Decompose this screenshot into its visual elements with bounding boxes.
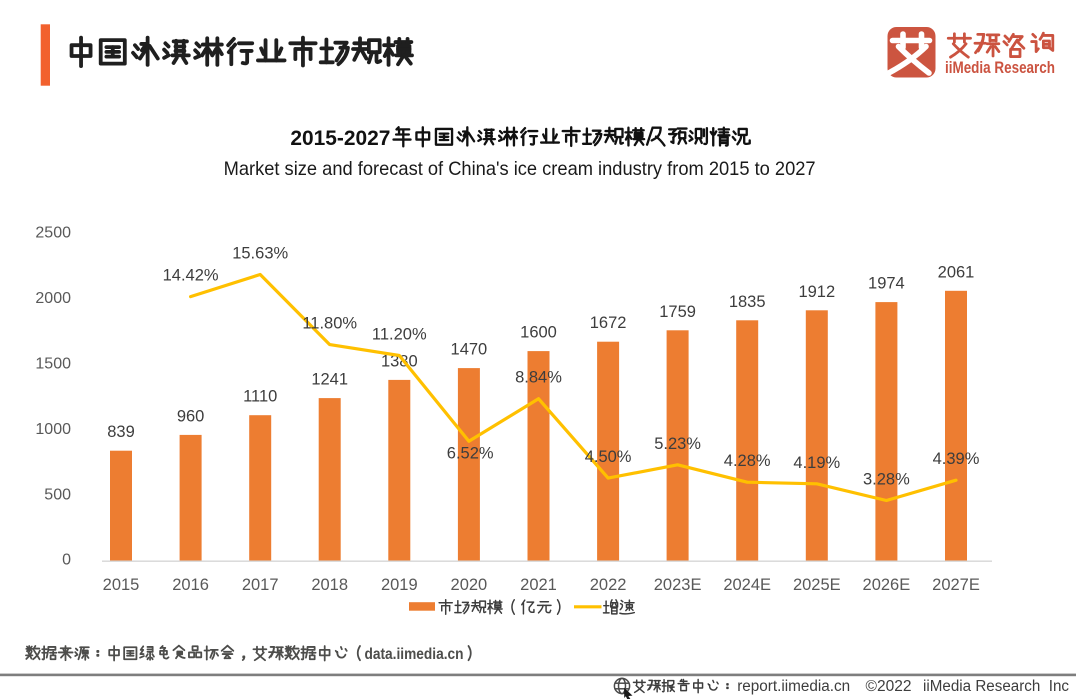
svg-text:2000: 2000 <box>35 290 71 307</box>
svg-text:4.28%: 4.28% <box>724 452 771 470</box>
svg-text:1110: 1110 <box>243 388 277 406</box>
svg-text:1000: 1000 <box>35 421 71 438</box>
svg-text:1600: 1600 <box>520 324 557 342</box>
svg-text:report.iimedia.cn: report.iimedia.cn <box>737 678 850 695</box>
svg-text:2500: 2500 <box>35 225 71 242</box>
svg-text:data.iimedia.cn: data.iimedia.cn <box>365 646 464 663</box>
svg-text:1974: 1974 <box>868 275 905 293</box>
svg-text:1759: 1759 <box>659 303 696 321</box>
svg-text:2027E: 2027E <box>932 576 980 594</box>
svg-text:1672: 1672 <box>590 314 627 332</box>
svg-text:©2022: ©2022 <box>866 678 912 695</box>
svg-text:839: 839 <box>107 423 135 441</box>
svg-text:1500: 1500 <box>35 355 71 372</box>
svg-text:2024E: 2024E <box>723 576 771 594</box>
svg-text:2016: 2016 <box>172 576 209 594</box>
svg-text:2020: 2020 <box>451 576 488 594</box>
svg-text:4.50%: 4.50% <box>585 448 632 466</box>
svg-text:2017: 2017 <box>242 576 279 594</box>
svg-text:14.42%: 14.42% <box>163 267 219 285</box>
svg-text:11.80%: 11.80% <box>302 315 357 333</box>
svg-text:2021: 2021 <box>520 576 557 594</box>
svg-text:1912: 1912 <box>798 283 835 301</box>
svg-text:iiMedia Research Inc: iiMedia Research Inc <box>923 678 1069 695</box>
svg-text:2015: 2015 <box>103 576 140 594</box>
svg-text:6.52%: 6.52% <box>447 445 494 463</box>
svg-text:2025E: 2025E <box>793 576 841 594</box>
svg-text:5.23%: 5.23% <box>654 435 701 453</box>
svg-text:iiMedia Research: iiMedia Research <box>945 59 1055 77</box>
svg-text:15.63%: 15.63% <box>232 245 288 263</box>
svg-text:1470: 1470 <box>451 341 488 359</box>
svg-text:2023E: 2023E <box>654 576 702 594</box>
svg-text:0: 0 <box>62 552 71 569</box>
svg-text:2022: 2022 <box>590 576 627 594</box>
svg-text:2019: 2019 <box>381 576 418 594</box>
svg-text:960: 960 <box>177 407 205 425</box>
svg-text:1835: 1835 <box>729 293 766 311</box>
svg-text:2061: 2061 <box>938 263 975 281</box>
svg-text:8.84%: 8.84% <box>515 369 562 387</box>
svg-text:4.39%: 4.39% <box>933 450 980 468</box>
svg-text:2015-2027: 2015-2027 <box>290 127 390 150</box>
svg-text:4.19%: 4.19% <box>793 454 840 472</box>
svg-text:3.28%: 3.28% <box>863 471 910 489</box>
svg-text:2026E: 2026E <box>863 576 911 594</box>
svg-text:Market size and forecast of Ch: Market size and forecast of China's ice … <box>224 158 816 180</box>
svg-text:2018: 2018 <box>311 576 348 594</box>
svg-text:11.20%: 11.20% <box>372 326 427 344</box>
svg-text:500: 500 <box>44 486 71 503</box>
svg-text:1241: 1241 <box>311 371 348 389</box>
